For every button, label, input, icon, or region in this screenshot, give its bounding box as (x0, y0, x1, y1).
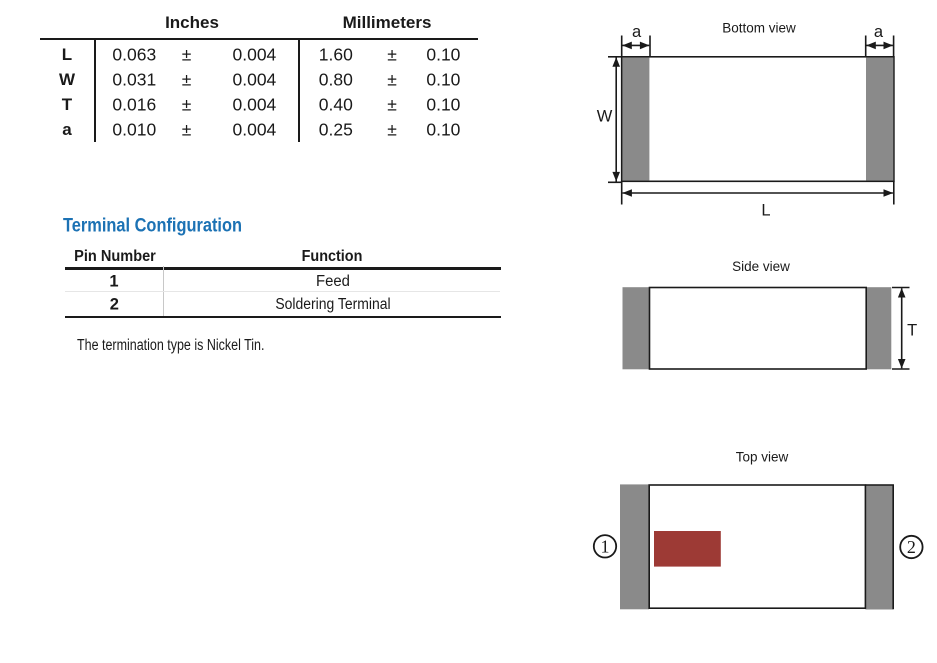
svg-text:Top view: Top view (736, 450, 789, 465)
svg-text:a: a (632, 23, 642, 41)
svg-text:a: a (874, 23, 884, 41)
svg-text:T: T (907, 322, 917, 340)
svg-text:Bottom view: Bottom view (722, 20, 796, 35)
svg-text:1: 1 (601, 536, 610, 556)
svg-text:W: W (597, 108, 613, 126)
svg-text:Side view: Side view (732, 259, 790, 274)
svg-text:L: L (761, 201, 770, 219)
svg-text:2: 2 (907, 537, 916, 557)
